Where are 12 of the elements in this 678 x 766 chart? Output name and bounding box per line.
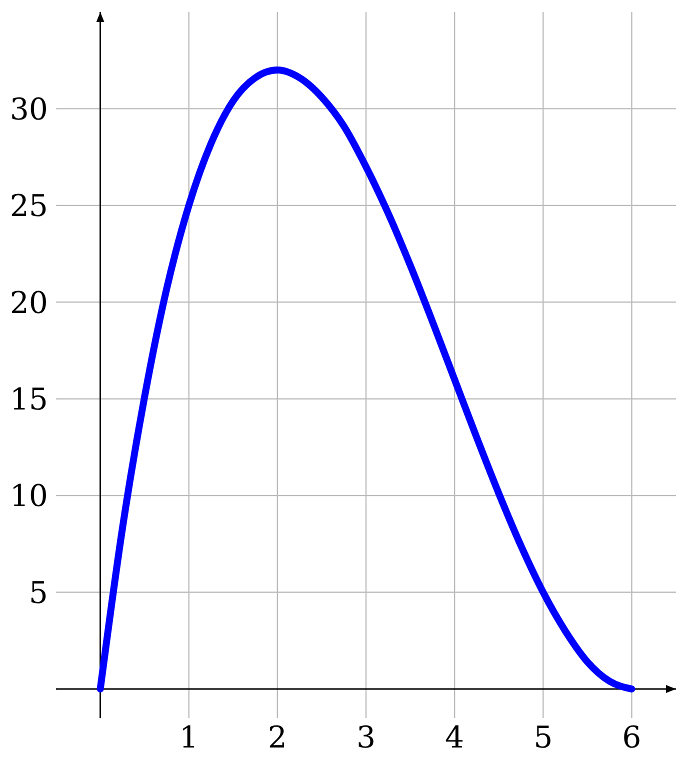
y-tick-label: 15 xyxy=(10,382,48,418)
x-tick-label: 1 xyxy=(179,720,198,756)
y-tick-label: 5 xyxy=(28,576,48,611)
x-tick-label: 6 xyxy=(622,720,642,756)
y-tick-label: 10 xyxy=(10,479,48,514)
x-tick-label: 5 xyxy=(534,720,553,756)
x-tick-label: 4 xyxy=(445,720,464,756)
y-tick-label: 30 xyxy=(10,92,48,128)
x-tick-label: 3 xyxy=(356,720,376,756)
y-tick-label: 20 xyxy=(10,286,48,321)
y-tick-label: 25 xyxy=(10,189,48,224)
x-tick-label: 2 xyxy=(268,720,287,756)
